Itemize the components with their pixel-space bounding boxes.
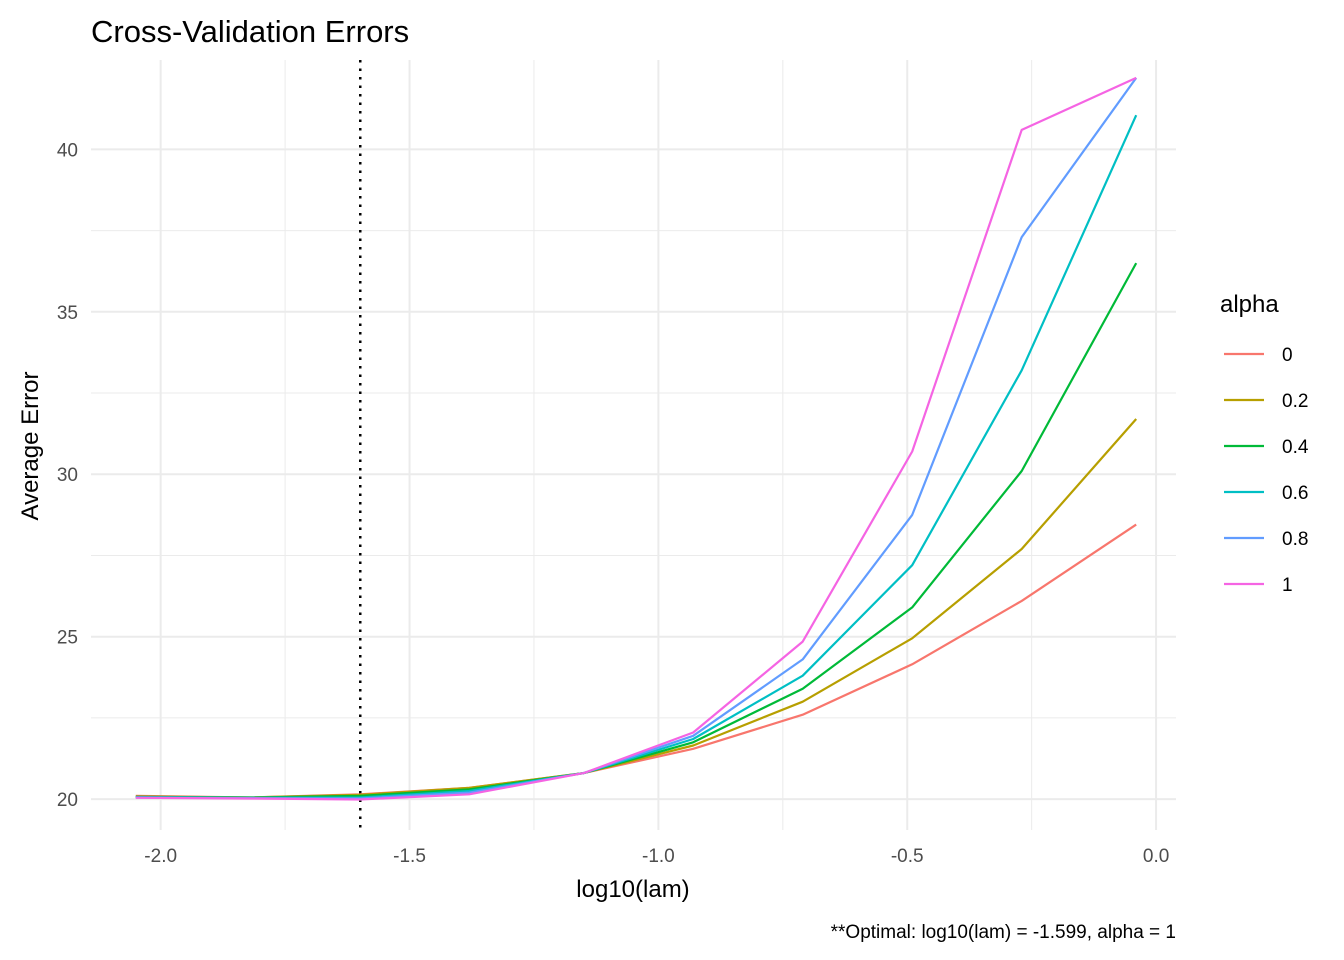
x-tick-label: -2.0 xyxy=(144,846,177,867)
y-tick-label: 20 xyxy=(57,790,78,811)
x-tick-label: -1.5 xyxy=(393,846,426,867)
series-line-alpha-0.4 xyxy=(135,262,1138,799)
x-axis-title: log10(lam) xyxy=(576,876,689,903)
legend-label: 0.6 xyxy=(1282,483,1308,504)
legend-label: 1 xyxy=(1282,575,1293,596)
minor-gridlines xyxy=(91,60,1176,830)
legend-label: 0.4 xyxy=(1282,437,1309,458)
series-layer xyxy=(135,76,1138,801)
major-gridlines xyxy=(91,60,1176,830)
series-line-alpha-1 xyxy=(135,76,1137,801)
legend-label: 0.8 xyxy=(1282,529,1308,550)
y-tick-label: 30 xyxy=(57,465,78,486)
y-axis-title: Average Error xyxy=(17,372,44,521)
legend-label: 0 xyxy=(1282,345,1293,366)
legend-items: 0 0.2 0.4 0.6 0.8 1 xyxy=(1224,345,1309,596)
y-tick-labels: 20 25 30 35 40 xyxy=(57,140,78,811)
legend-item: 0.6 xyxy=(1224,483,1308,504)
legend-item: 0 xyxy=(1224,345,1293,366)
legend-item: 0.4 xyxy=(1224,437,1309,458)
x-tick-label: 0.0 xyxy=(1143,846,1169,867)
legend-label: 0.2 xyxy=(1282,391,1308,412)
legend-title: alpha xyxy=(1220,291,1279,318)
legend-item: 0.2 xyxy=(1224,391,1308,412)
y-tick-label: 35 xyxy=(57,303,78,324)
series-line-alpha-0.2 xyxy=(135,418,1138,799)
legend-item: 1 xyxy=(1224,575,1293,596)
x-tick-label: -0.5 xyxy=(891,846,924,867)
y-tick-label: 40 xyxy=(57,140,78,161)
chart-title: Cross-Validation Errors xyxy=(91,14,409,49)
legend-item: 0.8 xyxy=(1224,529,1308,550)
series-line-alpha-0.6 xyxy=(135,114,1138,799)
x-tick-labels: -2.0 -1.5 -1.0 -0.5 0.0 xyxy=(144,846,1169,867)
caption: **Optimal: log10(lam) = -1.599, alpha = … xyxy=(831,922,1176,943)
legend: alpha 0 0.2 0.4 0.6 0.8 1 xyxy=(1220,291,1309,596)
x-tick-label: -1.0 xyxy=(642,846,675,867)
y-tick-label: 25 xyxy=(57,628,78,649)
series-line-alpha-0.8 xyxy=(135,77,1138,800)
